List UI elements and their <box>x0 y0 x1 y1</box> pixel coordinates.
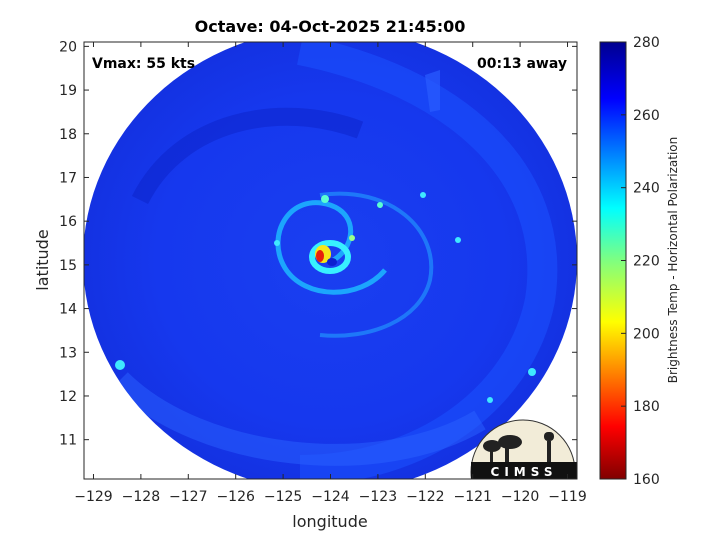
colorbar-label: Brightness Temp - Horizontal Polarizatio… <box>666 137 680 384</box>
y-axis-label: latitude <box>33 229 52 290</box>
colorbar-ticks: 160 180 200 220 240 260 280 <box>621 35 660 488</box>
x-tick-label: −123 <box>359 489 397 505</box>
eye <box>327 258 337 266</box>
convective-cell <box>274 240 280 246</box>
x-tick-label: −124 <box>311 489 350 505</box>
x-tick-label: −120 <box>501 489 539 505</box>
x-tick-label: −125 <box>264 489 302 505</box>
colorbar-tick-label: 240 <box>633 181 660 197</box>
x-tick-label: −119 <box>548 489 586 505</box>
y-tick-label: 13 <box>59 345 77 361</box>
swath-image <box>84 42 577 479</box>
time-offset-annotation: 00:13 away <box>477 56 567 72</box>
x-tick-label: −129 <box>74 489 112 505</box>
y-tick-label: 18 <box>59 127 77 143</box>
cold-band-lower <box>112 372 486 466</box>
x-axis: −129 −128 −127 −126 −125 −124 −123 −122 −121 −120… <box>74 42 587 505</box>
colorbar-tick-label: 220 <box>633 254 660 270</box>
y-tick-label: 20 <box>59 39 77 55</box>
convective-cell <box>321 195 329 203</box>
y-tick-label: 16 <box>59 214 77 230</box>
eyewall-red <box>316 250 324 262</box>
swath-edge-patch <box>425 70 440 112</box>
cimss-logo: CIMSS <box>470 419 577 479</box>
colorbar-tick-label: 200 <box>633 326 660 342</box>
convective-cell <box>528 368 536 376</box>
convective-cell <box>115 360 125 370</box>
y-axis: 11 12 13 14 15 16 17 18 19 20 <box>59 39 577 449</box>
vmax-annotation: Vmax: 55 kts <box>92 56 195 72</box>
y-tick-label: 15 <box>59 258 77 274</box>
x-tick-label: −122 <box>406 489 444 505</box>
y-tick-label: 17 <box>59 170 77 186</box>
convective-cell <box>377 202 383 208</box>
x-axis-label: longitude <box>292 512 367 531</box>
rainband-1 <box>275 200 387 295</box>
convective-cell <box>420 192 426 198</box>
warm-band <box>131 107 364 205</box>
chart-title: Octave: 04-Oct-2025 21:45:00 <box>195 17 466 36</box>
rainband-2 <box>319 191 434 338</box>
eyewall-ring <box>309 240 351 274</box>
y-tick-label: 12 <box>59 389 77 405</box>
x-tick-label: −121 <box>453 489 491 505</box>
convective-cell <box>349 235 355 241</box>
colorbar-tick-label: 280 <box>633 35 660 51</box>
colorbar-tick-label: 180 <box>633 399 660 415</box>
y-tick-label: 19 <box>59 83 77 99</box>
x-tick-label: −128 <box>122 489 160 505</box>
convective-cell <box>455 237 461 243</box>
colorbar-tick-label: 260 <box>633 108 660 124</box>
y-tick-label: 14 <box>59 302 77 318</box>
y-tick-label: 11 <box>59 433 77 449</box>
x-tick-label: −127 <box>169 489 207 505</box>
colorbar-tick-label: 160 <box>633 472 660 488</box>
cimss-logo-text: CIMSS <box>491 465 558 479</box>
x-tick-label: −126 <box>216 489 255 505</box>
convective-cell <box>487 397 493 403</box>
